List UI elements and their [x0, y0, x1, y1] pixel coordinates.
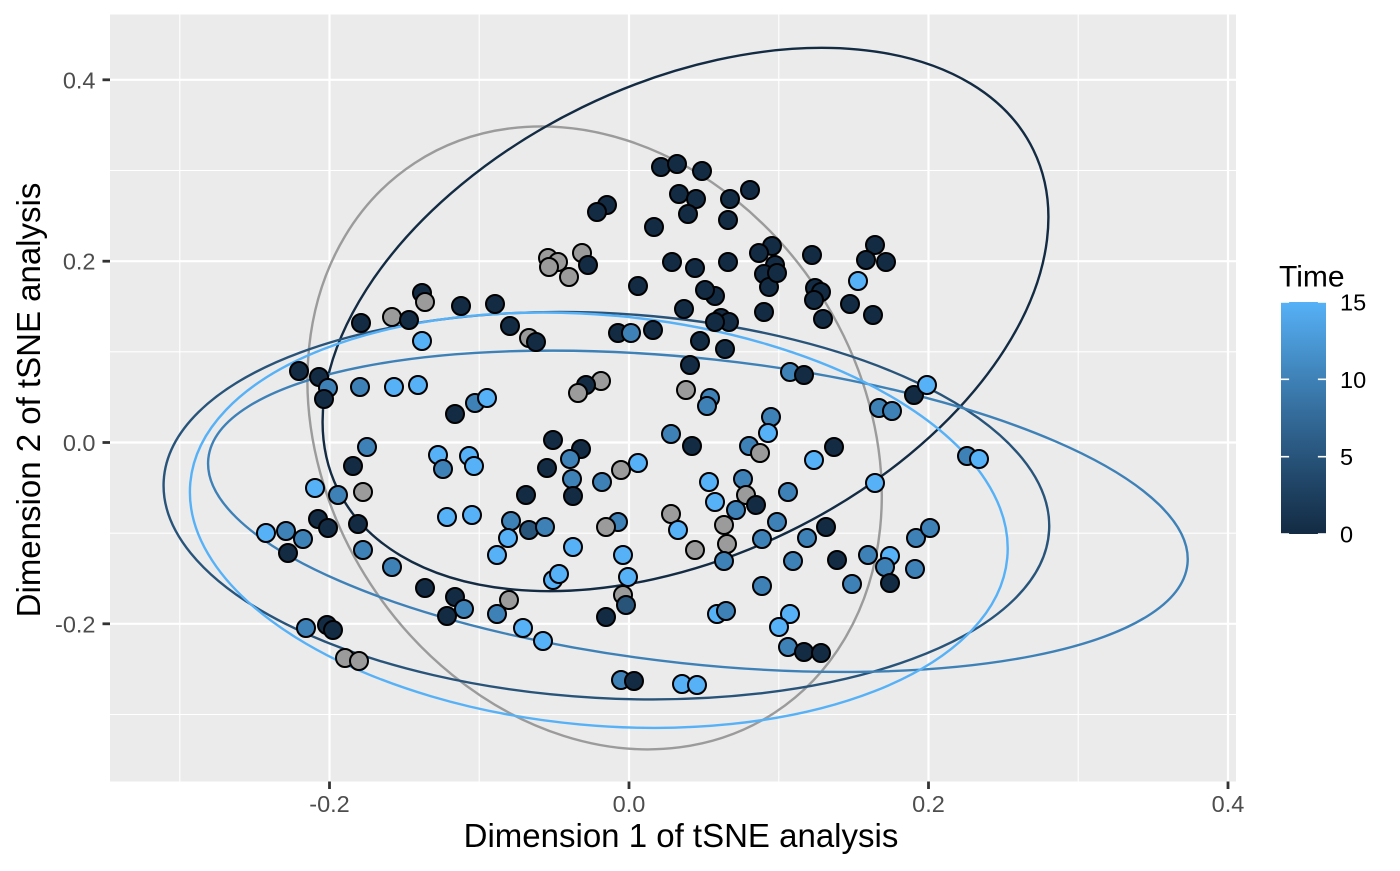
svg-text:0.4: 0.4 — [63, 67, 96, 93]
svg-text:Time: Time — [1279, 261, 1345, 294]
svg-text:0.0: 0.0 — [63, 430, 96, 456]
svg-text:0.4: 0.4 — [1212, 791, 1245, 817]
svg-text:0.0: 0.0 — [613, 791, 646, 817]
svg-text:5: 5 — [1340, 444, 1353, 470]
svg-text:15: 15 — [1340, 290, 1366, 316]
svg-text:Dimension 2 of tSNE analysis: Dimension 2 of tSNE analysis — [10, 183, 47, 618]
svg-text:0.2: 0.2 — [912, 791, 945, 817]
svg-text:0: 0 — [1340, 522, 1353, 548]
svg-text:0.2: 0.2 — [63, 249, 96, 275]
svg-text:-0.2: -0.2 — [309, 791, 350, 817]
svg-text:-0.2: -0.2 — [55, 611, 96, 637]
svg-text:Dimension 1 of tSNE analysis: Dimension 1 of tSNE analysis — [464, 817, 899, 854]
svg-text:10: 10 — [1340, 367, 1366, 393]
